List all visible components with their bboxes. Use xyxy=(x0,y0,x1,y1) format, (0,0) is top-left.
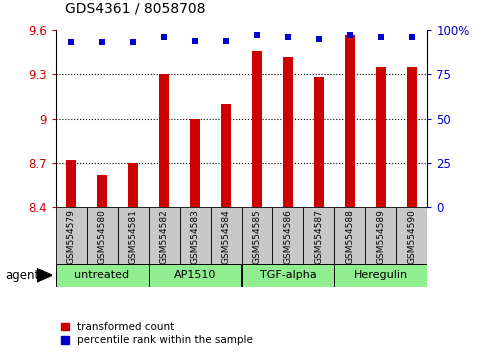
Text: agent: agent xyxy=(5,269,39,282)
Text: AP1510: AP1510 xyxy=(174,270,216,280)
Bar xyxy=(303,207,334,264)
Bar xyxy=(211,207,242,264)
Bar xyxy=(117,207,149,264)
Bar xyxy=(149,207,180,264)
Bar xyxy=(272,207,303,264)
Text: GSM554580: GSM554580 xyxy=(98,209,107,264)
Bar xyxy=(221,104,231,207)
Text: GSM554585: GSM554585 xyxy=(253,209,261,264)
Text: GSM554587: GSM554587 xyxy=(314,209,324,264)
Text: GSM554582: GSM554582 xyxy=(159,209,169,263)
Polygon shape xyxy=(37,268,52,282)
Text: untreated: untreated xyxy=(74,270,129,280)
Text: GSM554588: GSM554588 xyxy=(345,209,355,264)
Legend: transformed count, percentile rank within the sample: transformed count, percentile rank withi… xyxy=(61,322,253,345)
Text: GSM554586: GSM554586 xyxy=(284,209,293,264)
Bar xyxy=(334,264,427,287)
Text: GSM554583: GSM554583 xyxy=(190,209,199,264)
Bar xyxy=(252,51,262,207)
Bar xyxy=(376,67,386,207)
Text: GSM554579: GSM554579 xyxy=(67,209,75,264)
Bar xyxy=(86,207,117,264)
Bar xyxy=(180,207,211,264)
Bar xyxy=(366,207,397,264)
Bar xyxy=(397,207,427,264)
Bar xyxy=(56,207,86,264)
Text: GSM554581: GSM554581 xyxy=(128,209,138,264)
Bar xyxy=(190,119,200,207)
Bar xyxy=(407,67,417,207)
Bar xyxy=(344,34,355,207)
Bar xyxy=(56,264,149,287)
Text: GSM554584: GSM554584 xyxy=(222,209,230,263)
Bar xyxy=(97,175,107,207)
Bar xyxy=(242,207,272,264)
Text: GSM554590: GSM554590 xyxy=(408,209,416,264)
Bar xyxy=(149,264,242,287)
Text: GDS4361 / 8058708: GDS4361 / 8058708 xyxy=(65,2,206,16)
Bar xyxy=(158,74,170,207)
Text: Heregulin: Heregulin xyxy=(354,270,408,280)
Text: TGF-alpha: TGF-alpha xyxy=(260,270,316,280)
Bar xyxy=(334,207,366,264)
Text: GSM554589: GSM554589 xyxy=(376,209,385,264)
Bar xyxy=(283,57,293,207)
Bar xyxy=(313,77,325,207)
Bar xyxy=(66,160,76,207)
Bar xyxy=(128,163,139,207)
Bar xyxy=(242,264,334,287)
